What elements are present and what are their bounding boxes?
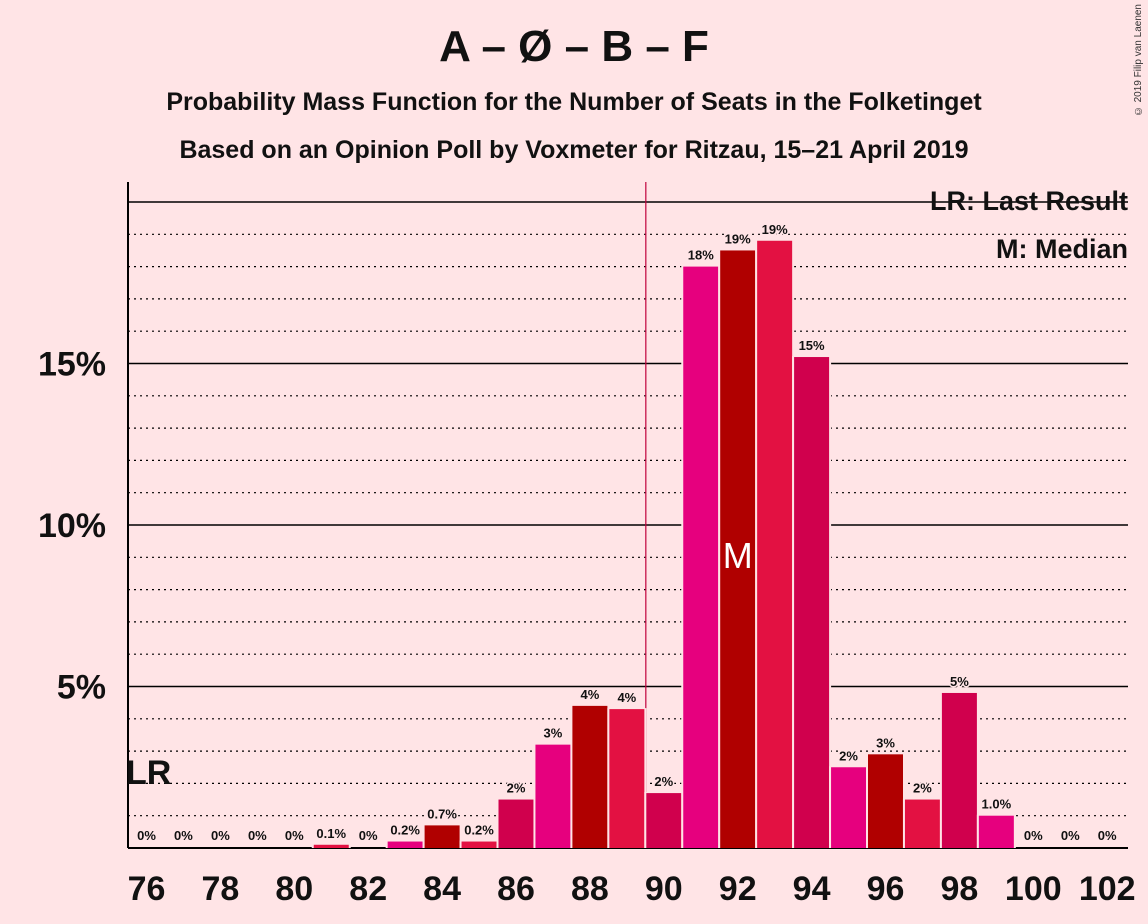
x-tick-label: 88 xyxy=(571,870,609,908)
data-label: 1.0% xyxy=(982,797,1012,812)
data-label: 0.2% xyxy=(390,823,420,838)
bar-seat-99 xyxy=(978,815,1014,848)
data-label: 5% xyxy=(950,674,969,689)
data-label: 0% xyxy=(137,828,156,843)
data-label: 0.1% xyxy=(316,826,346,841)
data-label: 0% xyxy=(1061,828,1080,843)
data-label: 0% xyxy=(1098,828,1117,843)
x-tick-label: 102 xyxy=(1079,870,1136,908)
bar-seat-91 xyxy=(683,266,719,849)
data-label: 0% xyxy=(285,828,304,843)
data-label: 3% xyxy=(876,735,895,750)
x-tick-label: 78 xyxy=(201,870,239,908)
x-tick-label: 82 xyxy=(349,870,387,908)
bar-seat-98 xyxy=(941,692,977,848)
data-label: 0% xyxy=(248,828,267,843)
y-tick-label: 5% xyxy=(57,669,106,707)
chart-subtitle-source: Based on an Opinion Poll by Voxmeter for… xyxy=(179,136,969,164)
x-tick-label: 86 xyxy=(497,870,535,908)
bar-seat-88 xyxy=(572,705,608,848)
data-label: 0% xyxy=(211,828,230,843)
data-label: 18% xyxy=(688,248,714,263)
bar-seat-93 xyxy=(757,240,793,848)
data-label: 0.7% xyxy=(427,806,457,821)
data-label: 2% xyxy=(913,781,932,796)
x-tick-label: 80 xyxy=(275,870,313,908)
y-tick-label: 15% xyxy=(38,346,106,384)
x-tick-label: 96 xyxy=(867,870,905,908)
bar-seat-94 xyxy=(794,357,830,848)
last-result-marker: LR xyxy=(126,754,171,792)
x-tick-label: 100 xyxy=(1005,870,1062,908)
data-label: 0% xyxy=(174,828,193,843)
bar-seat-85 xyxy=(461,841,497,848)
x-tick-label: 98 xyxy=(940,870,978,908)
bar-seat-95 xyxy=(831,767,867,848)
y-tick-label: 10% xyxy=(38,507,106,545)
data-label: 19% xyxy=(725,231,751,246)
bar-seat-86 xyxy=(498,799,534,848)
x-tick-label: 90 xyxy=(645,870,683,908)
x-tick-label: 92 xyxy=(719,870,757,908)
x-tick-label: 94 xyxy=(793,870,831,908)
x-tick-label: 76 xyxy=(128,870,166,908)
bar-seat-90 xyxy=(646,793,682,848)
data-label: 4% xyxy=(581,687,600,702)
data-label: 2% xyxy=(839,748,858,763)
data-label: 0% xyxy=(359,828,378,843)
legend-last-result: LR: Last Result xyxy=(930,186,1128,216)
data-label: 15% xyxy=(799,338,825,353)
bar-seat-89 xyxy=(609,709,645,848)
data-label: 0.2% xyxy=(464,823,494,838)
bar-seat-96 xyxy=(868,754,903,848)
data-label: 3% xyxy=(544,726,563,741)
data-label: 2% xyxy=(654,774,673,789)
data-label: 0% xyxy=(1024,828,1043,843)
bar-seat-84 xyxy=(424,825,460,848)
chart-subtitle: Probability Mass Function for the Number… xyxy=(166,88,982,116)
x-tick-label: 84 xyxy=(423,870,461,908)
bar-seat-83 xyxy=(387,841,423,848)
bar-seat-81 xyxy=(313,844,349,848)
median-marker: M xyxy=(723,535,753,576)
data-label: 2% xyxy=(507,781,526,796)
bar-seat-87 xyxy=(535,744,571,848)
chart-title: A – Ø – B – F xyxy=(439,22,709,71)
data-label: 4% xyxy=(617,690,636,705)
bar-seat-97 xyxy=(904,799,940,848)
bar-seat-92 xyxy=(720,250,756,848)
legend-median: M: Median xyxy=(996,234,1128,264)
data-label: 19% xyxy=(762,222,788,237)
